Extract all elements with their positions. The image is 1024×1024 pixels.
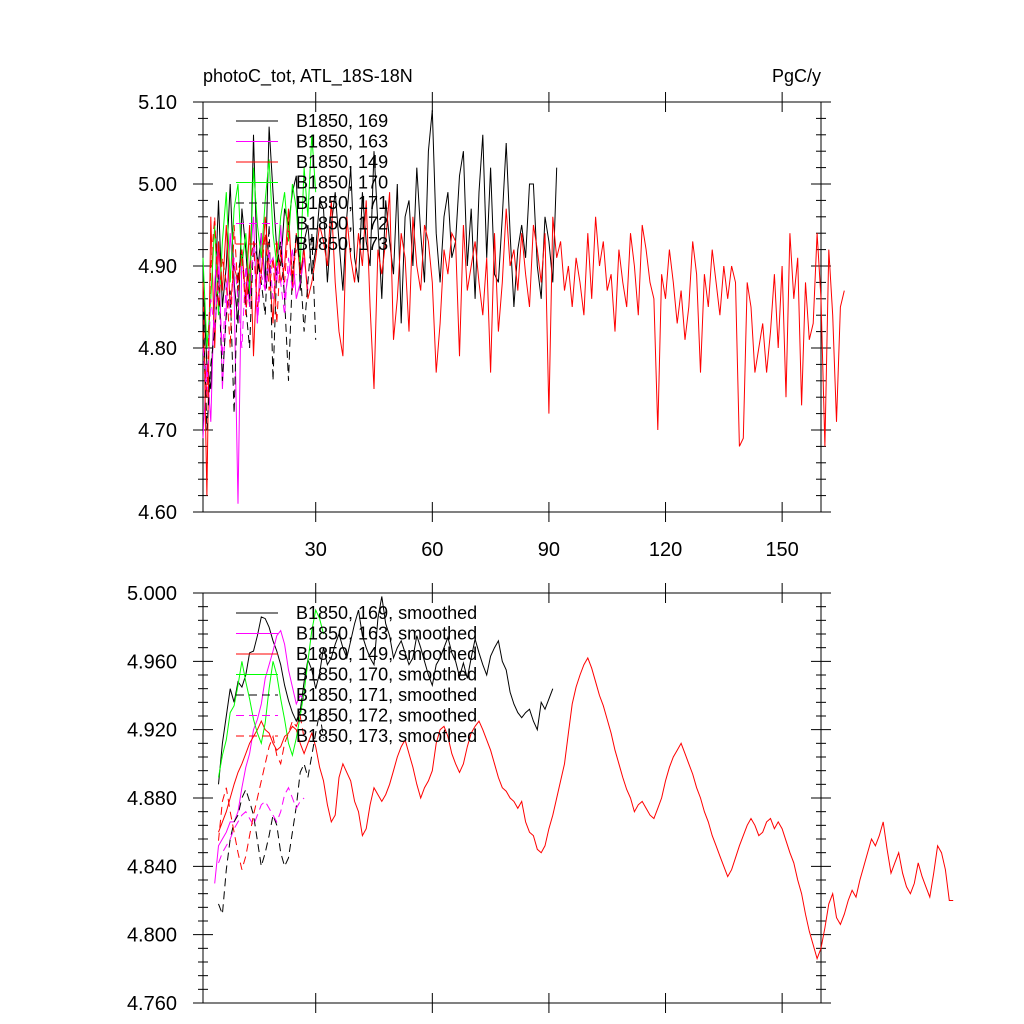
bottom-panel: 4.760 4.800 4.840 4.880 4.920 4.960 5.000 B1850… [127,583,954,1015]
y-tick-label: 4.960 [127,651,177,673]
x-tick-label: 150 [765,539,798,561]
series-line [218,656,954,961]
legend-label: B1850, 171 [296,193,388,213]
series-line [202,241,297,398]
y-tick-label: 4.840 [127,856,177,878]
series-line [202,216,297,398]
y-tick-label: 4.920 [127,720,177,742]
series-line [218,786,305,864]
y-tick-label: 5.10 [138,92,177,114]
series-line [202,216,309,504]
x-tick-label: 120 [649,539,682,561]
y-tick-label: 4.880 [127,788,177,810]
y-tick-label: 4.90 [138,256,177,278]
series-line [214,629,305,884]
legend-label: B1850, 169 [296,111,388,131]
x-tick-label: 30 [305,539,327,561]
y-tick-label: 5.000 [127,583,177,605]
legend-label: B1850, 172 [296,214,388,234]
legend-label: B1850, 172, smoothed [296,706,477,726]
legend-label: B1850, 173, smoothed [296,726,477,746]
legend-label: B1850, 170 [296,173,388,193]
legend-label: B1850, 163, smoothed [296,624,477,644]
series-line [218,714,305,870]
legend-label: B1850, 149 [296,152,388,172]
legend-label: B1850, 149, smoothed [296,644,477,664]
legend-label: B1850, 170, smoothed [296,665,477,685]
x-tick-label: 60 [421,539,443,561]
series-line [218,712,324,915]
top-panel: 4.60 4.70 4.80 4.90 5.00 5.10 30 60 90 120 150 B185… [138,92,845,561]
legend-label: B1850, 173 [296,234,388,254]
y-tick-label: 5.00 [138,174,177,196]
series-line [202,134,317,349]
series-line [202,224,317,431]
legend-label: B1850, 163 [296,132,388,152]
series-line [202,192,845,496]
y-tick-label: 4.80 [138,338,177,360]
legend-label: B1850, 171, smoothed [296,685,477,705]
y-tick-label: 4.60 [138,502,177,524]
x-tick-label: 90 [538,539,560,561]
y-tick-label: 4.70 [138,420,177,442]
y-tick-label: 4.760 [127,993,177,1015]
chart-units-label: PgC/y [772,66,821,86]
legend-label: B1850, 169, smoothed [296,603,477,623]
y-tick-label: 4.800 [127,925,177,947]
chart-title: photoC_tot, ATL_18S-18N [203,66,413,87]
